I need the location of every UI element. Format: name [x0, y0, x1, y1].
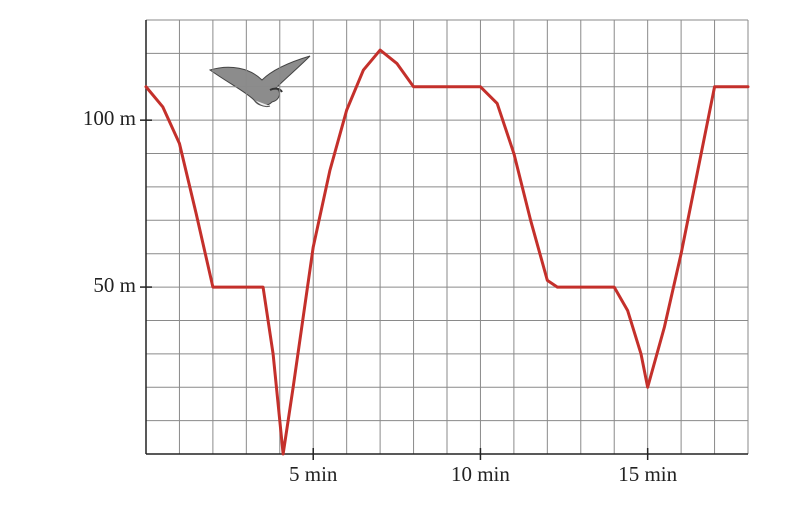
y-tick-label: 100 m: [83, 106, 136, 130]
x-tick-label: 15 min: [618, 462, 677, 486]
y-tick-label: 50 m: [93, 273, 136, 297]
bird-illustration: [210, 56, 310, 107]
page: {"chart_data": {"type": "line", "x": [0,…: [0, 0, 798, 509]
chart: 5 min 10 min 15 min 50 m 100 m: [0, 0, 798, 509]
x-tick-label: 10 min: [451, 462, 510, 486]
x-tick-label: 5 min: [289, 462, 338, 486]
